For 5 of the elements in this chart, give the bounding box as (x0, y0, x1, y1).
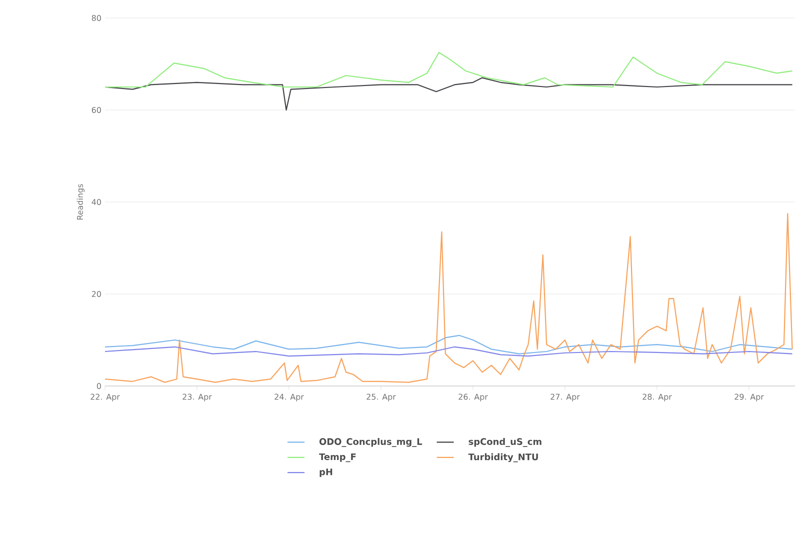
legend-label: Turbidity_NTU (468, 453, 538, 462)
legend-label: spCond_uS_cm (468, 438, 542, 447)
legend-label: Temp_F (319, 453, 356, 462)
legend-label: pH (320, 468, 332, 477)
legend-label: ODO_Concplus_mg_L (319, 438, 422, 447)
